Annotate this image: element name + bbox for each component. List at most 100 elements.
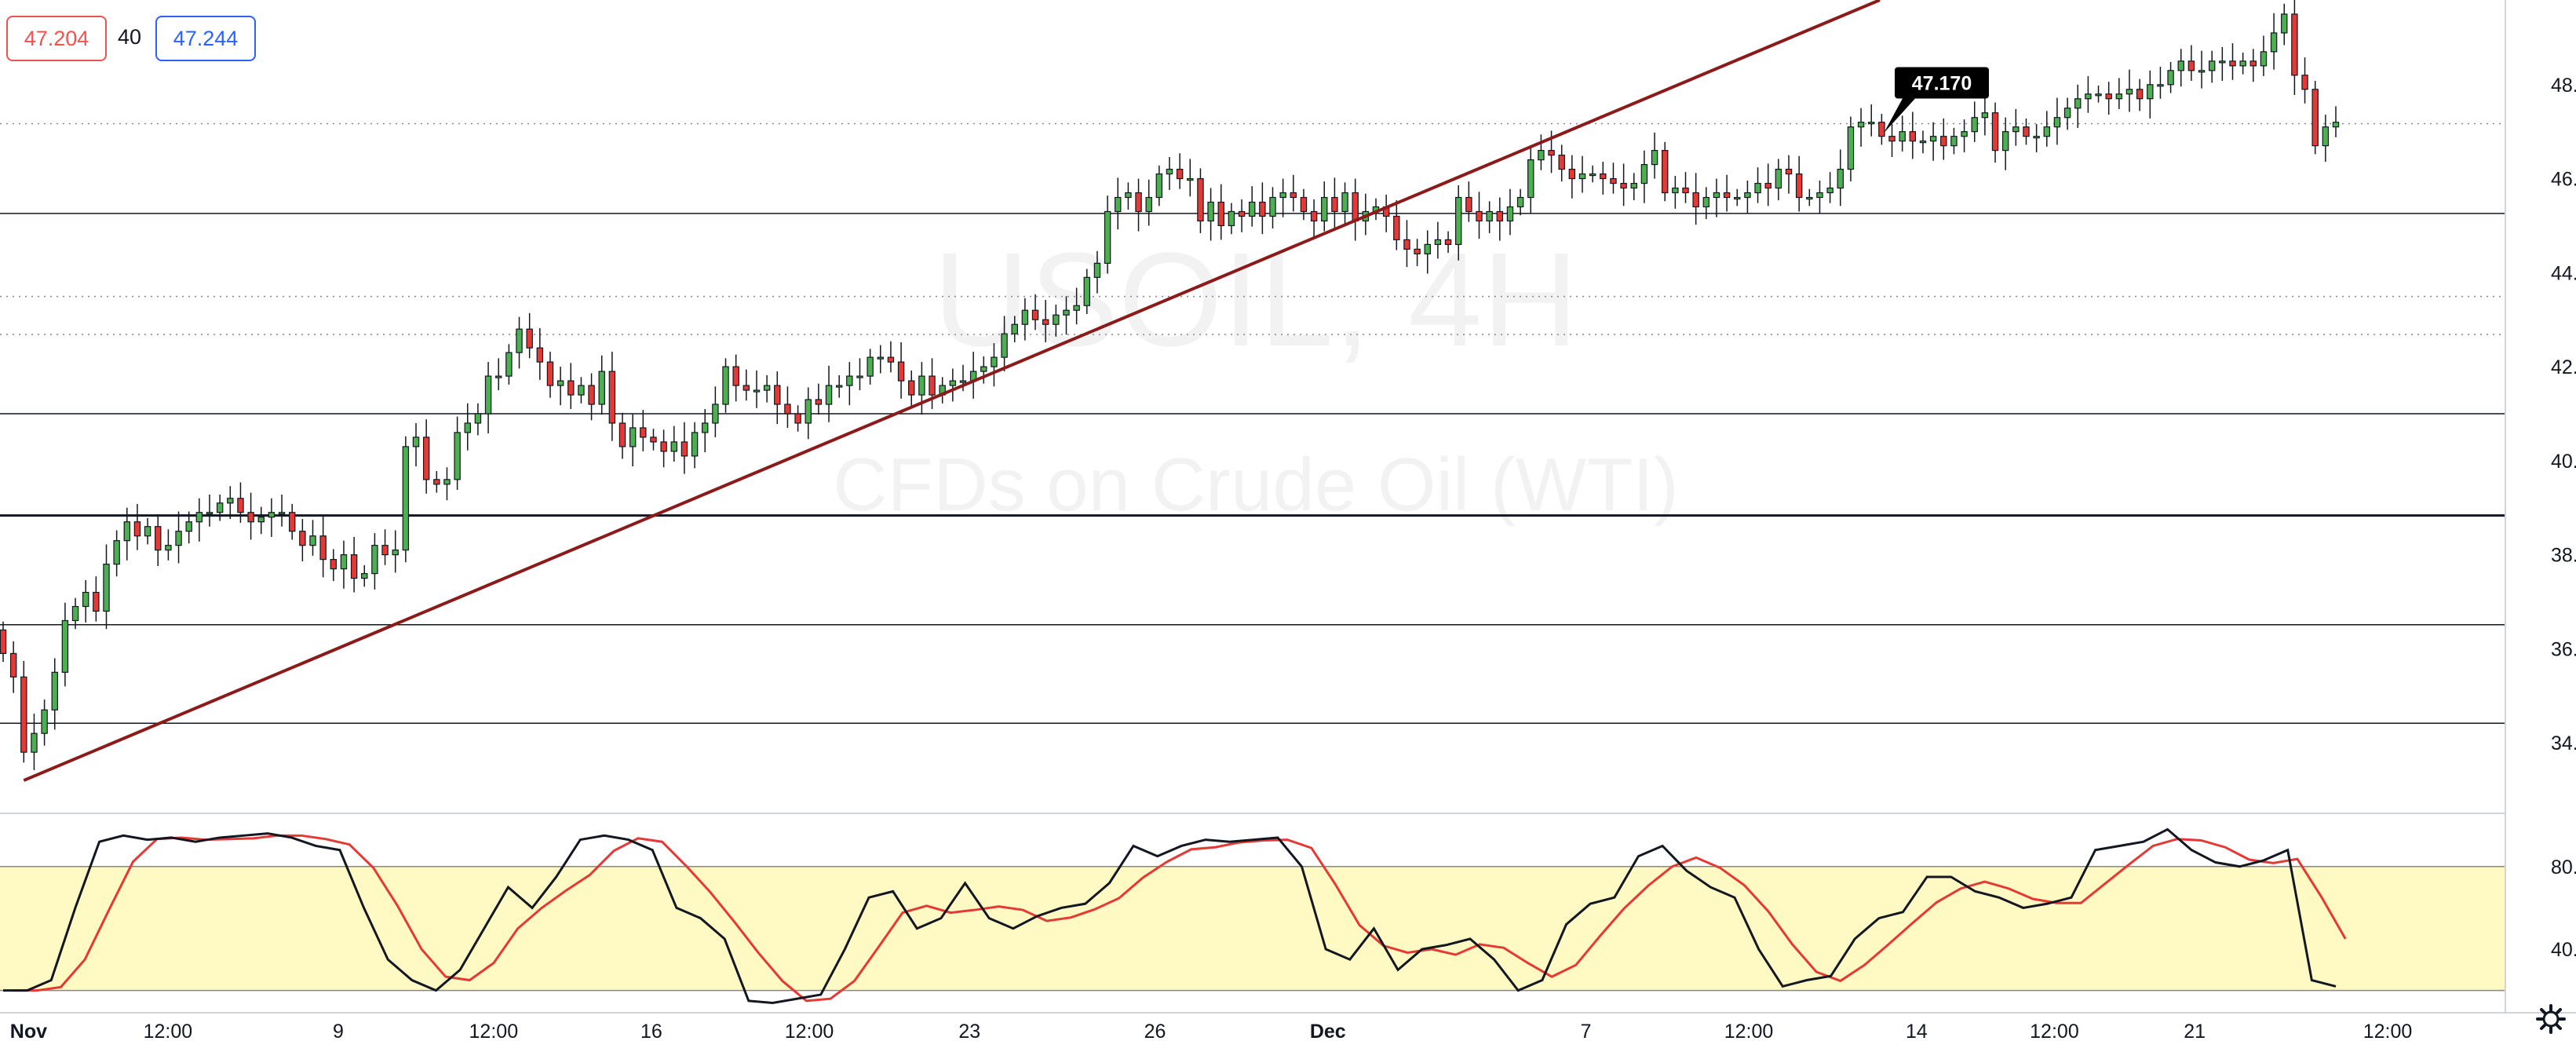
price-callout[interactable]: 47.170 [1884,67,1989,133]
candle[interactable] [9,641,17,693]
candle[interactable] [1424,230,1431,274]
candle[interactable] [991,343,998,387]
candle[interactable] [288,503,296,540]
candle[interactable] [546,351,554,398]
candle[interactable] [691,422,699,469]
candle[interactable] [2311,81,2319,155]
candle[interactable] [763,374,771,403]
candle[interactable] [1465,181,1472,222]
candle[interactable] [1826,172,1833,203]
candle[interactable] [2033,124,2040,153]
candle[interactable] [1538,134,1545,170]
candle[interactable] [1434,221,1442,259]
candle[interactable] [815,383,823,415]
candle[interactable] [1610,163,1617,194]
candle[interactable] [309,520,316,556]
candle[interactable] [1568,155,1576,199]
candle[interactable] [1238,199,1246,232]
candle[interactable] [640,410,647,451]
candle[interactable] [867,349,874,385]
candle[interactable] [897,342,905,399]
candle[interactable] [185,511,192,544]
candle[interactable] [2085,76,2092,113]
candle[interactable] [82,579,89,623]
candle[interactable] [722,358,729,413]
candle[interactable] [2177,49,2184,87]
candle[interactable] [0,621,7,663]
candle[interactable] [422,419,430,494]
candle[interactable] [247,492,254,540]
candle[interactable] [402,436,410,563]
candle[interactable] [805,387,812,440]
candle[interactable] [1785,155,1793,194]
candle[interactable] [1578,155,1586,193]
candle[interactable] [1506,188,1514,236]
candle[interactable] [1847,116,1855,182]
candle[interactable] [2063,97,2071,130]
candle[interactable] [443,467,451,501]
candle[interactable] [505,344,513,385]
candle[interactable] [350,536,358,593]
candle[interactable] [1155,165,1163,206]
candle[interactable] [1093,250,1101,294]
candle[interactable] [1940,118,1947,160]
candle[interactable] [319,516,327,578]
candle[interactable] [1754,167,1761,203]
candle[interactable] [454,416,461,490]
candle[interactable] [278,494,286,527]
candle[interactable] [71,597,79,630]
candle[interactable] [1929,122,1937,161]
candle[interactable] [1454,184,1462,261]
candle[interactable] [618,412,626,459]
candle[interactable] [1682,172,1689,203]
candle[interactable] [1372,198,1380,221]
candle[interactable] [732,354,739,402]
candle[interactable] [1899,115,1906,152]
candle[interactable] [1403,220,1410,268]
candle[interactable] [784,386,791,428]
candle[interactable] [1888,124,1896,158]
candle[interactable] [2105,82,2112,115]
ask-price-box[interactable]: 47.244 [155,16,256,61]
candle[interactable] [1795,155,1803,212]
candle[interactable] [1806,188,1813,206]
candle[interactable] [1713,178,1720,217]
candle[interactable] [1600,162,1607,195]
candle[interactable] [484,362,492,434]
candle[interactable] [1073,287,1080,325]
candle[interactable] [175,511,182,564]
candle[interactable] [2219,46,2226,82]
candle[interactable] [2095,85,2102,103]
candle[interactable] [536,327,544,380]
candle[interactable] [1300,188,1308,221]
candle[interactable] [660,429,667,468]
candle[interactable] [1310,199,1318,237]
candle[interactable] [1269,187,1276,229]
candle[interactable] [2239,53,2246,75]
candle[interactable] [526,312,533,359]
candle[interactable] [1290,174,1297,212]
candle[interactable] [1115,177,1122,230]
candle[interactable] [1672,175,1679,209]
candle[interactable] [1393,200,1400,250]
candle[interactable] [650,429,657,451]
candle[interactable] [361,564,368,587]
candle[interactable] [1104,195,1111,274]
candle[interactable] [2125,69,2133,112]
candle[interactable] [206,494,213,527]
stoch-d-line[interactable] [13,834,2347,1003]
gear-icon[interactable] [2535,1003,2567,1035]
candle[interactable] [1857,108,1865,147]
candle[interactable] [1145,179,1152,226]
candle[interactable] [2157,67,2164,99]
candle[interactable] [1001,316,1008,372]
candle[interactable] [2291,0,2298,95]
candle[interactable] [1971,101,1978,142]
candle[interactable] [1444,231,1452,254]
candle[interactable] [2322,115,2330,163]
trendline[interactable] [23,0,1881,782]
candle[interactable] [2249,49,2257,82]
candle[interactable] [2001,117,2009,170]
candle[interactable] [299,519,306,562]
candle[interactable] [1744,180,1751,214]
